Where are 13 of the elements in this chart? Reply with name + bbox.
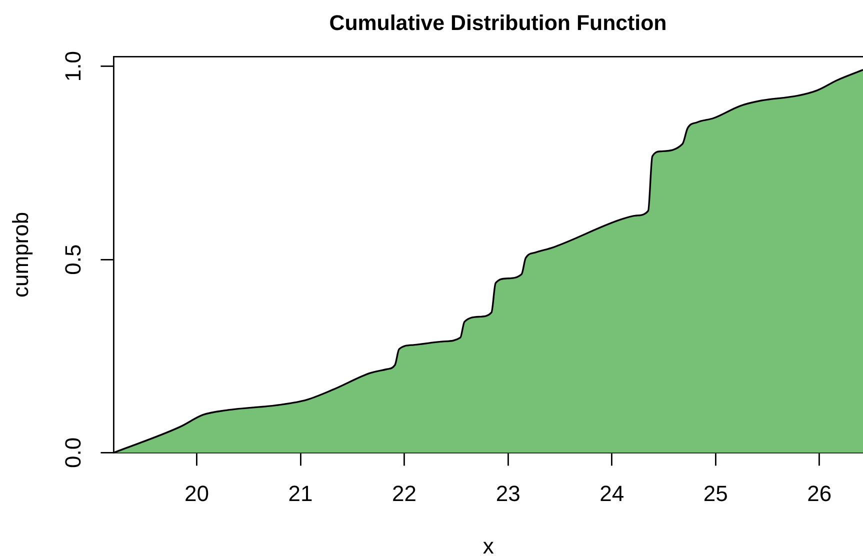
x-axis-title: x	[482, 533, 494, 556]
x-tick-label: 22	[392, 480, 417, 506]
x-tick-label: 23	[496, 480, 520, 506]
chart-title: Cumulative Distribution Function	[329, 11, 667, 35]
x-tick-label: 20	[184, 480, 209, 506]
y-axis-title: cumprob	[8, 212, 34, 298]
x-tick-label: 21	[288, 480, 313, 506]
x-tick-label: 24	[600, 480, 624, 506]
x-tick-label: 25	[703, 480, 728, 506]
y-tick-label: 0.0	[60, 437, 86, 468]
y-tick-label: 1.0	[60, 51, 86, 82]
x-tick-label: 26	[807, 480, 832, 506]
y-tick-label: 0.5	[60, 244, 86, 275]
